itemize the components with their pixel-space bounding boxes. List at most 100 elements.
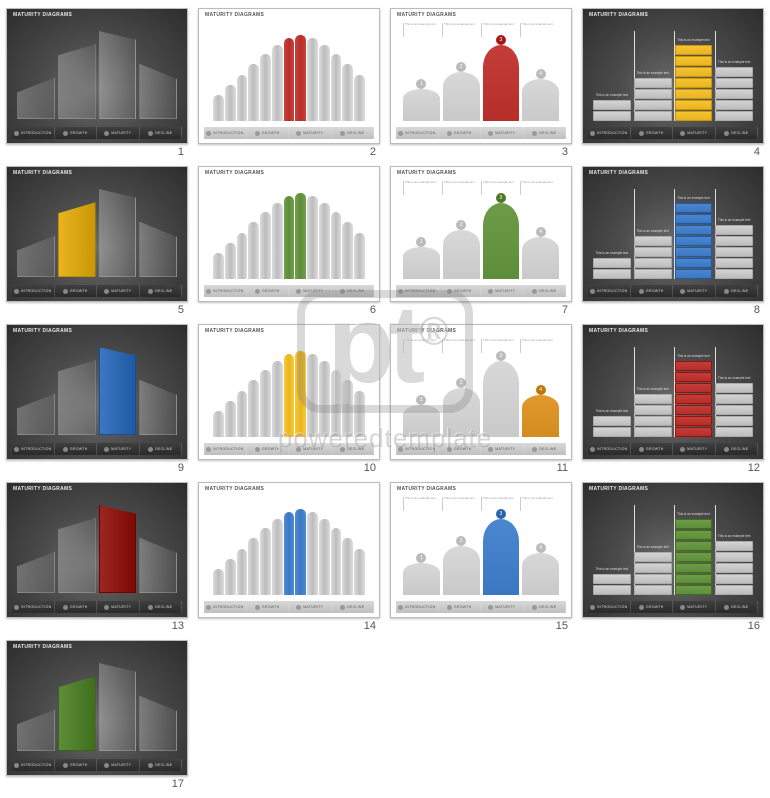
segment (634, 258, 672, 268)
stage-badge: 4 (536, 227, 546, 237)
column: This is an example text (593, 416, 631, 437)
step-dot-icon (104, 763, 109, 768)
column: This is an example text (634, 78, 672, 121)
hump: 3 (483, 519, 520, 595)
step-label: GROWTH (646, 447, 664, 451)
columns-area: This is an example text This is an exampl… (593, 347, 753, 437)
slide-thumbnail[interactable]: MATURITY DIAGRAMS This is an example tex… (582, 8, 764, 144)
segment (675, 258, 713, 268)
stage-bar: INTRODUCTIONGROWTHMATURITYDECLINE (12, 759, 182, 771)
panel: This is an example text (99, 31, 137, 119)
segment (675, 383, 713, 393)
step-label: MATURITY (687, 131, 707, 135)
callout-row: This is an example textThis is an exampl… (403, 339, 559, 353)
slide-thumbnail[interactable]: MATURITY DIAGRAMS INTRODUCTIONGROWTHMATU… (198, 8, 380, 144)
stage-step: GROWTH (631, 601, 674, 613)
slide-thumbnail[interactable]: MATURITY DIAGRAMS This is an example tex… (6, 640, 188, 776)
callout-text: This is an example text (442, 339, 481, 353)
slide-thumbnail[interactable]: MATURITY DIAGRAMS This is an example tex… (582, 482, 764, 618)
slide-thumbnail[interactable]: MATURITY DIAGRAMS INTRODUCTIONGROWTHMATU… (198, 166, 380, 302)
step-label: MATURITY (111, 605, 131, 609)
callout-text: This is an example text (403, 23, 442, 37)
panel-label: This is an example text (59, 33, 95, 37)
column: This is an example text (634, 236, 672, 279)
step-label: GROWTH (646, 131, 664, 135)
stage-step: DECLINE (332, 285, 375, 297)
step-dot-icon (148, 605, 153, 610)
segment (715, 585, 753, 595)
step-dot-icon (63, 605, 68, 610)
step-label: DECLINE (539, 131, 556, 135)
hump: 1 (403, 89, 440, 121)
step-label: GROWTH (646, 605, 664, 609)
step-dot-icon (63, 289, 68, 294)
stage-step: INTRODUCTION (588, 443, 631, 455)
slide-number: 8 (754, 304, 764, 316)
callout-row: This is an example textThis is an exampl… (403, 181, 559, 195)
step-label: INTRODUCTION (597, 289, 627, 293)
step-label: MATURITY (303, 605, 323, 609)
step-dot-icon (590, 289, 595, 294)
column: This is an example text (675, 361, 713, 437)
panel-label: This is an example text (100, 336, 136, 340)
stage-badge: 4 (536, 69, 546, 79)
segment (675, 45, 713, 55)
segment (675, 111, 713, 121)
step-label: MATURITY (303, 447, 323, 451)
panel: This is an example text (99, 663, 137, 751)
slide-thumbnail[interactable]: MATURITY DIAGRAMS This is an example tex… (6, 8, 188, 144)
slide-thumbnail[interactable]: MATURITY DIAGRAMS This is an example tex… (6, 324, 188, 460)
slide-thumbnail[interactable]: MATURITY DIAGRAMS This is an example tex… (6, 482, 188, 618)
segment (634, 111, 672, 121)
segment (715, 383, 753, 393)
step-label: GROWTH (262, 131, 280, 135)
stage-step: DECLINE (716, 601, 759, 613)
pillar (331, 212, 342, 279)
segment (715, 89, 753, 99)
callout-text: This is an example text (520, 497, 559, 511)
step-label: GROWTH (454, 447, 472, 451)
slide-number: 13 (172, 620, 188, 632)
slide-thumbnail[interactable]: MATURITY DIAGRAMS This is an example tex… (390, 482, 572, 618)
slide-title: MATURITY DIAGRAMS (13, 644, 72, 650)
step-label: DECLINE (539, 447, 556, 451)
slide-number: 10 (364, 462, 380, 474)
slide-thumbnail[interactable]: MATURITY DIAGRAMS INTRODUCTIONGROWTHMATU… (198, 482, 380, 618)
slide-thumbnail[interactable]: MATURITY DIAGRAMS This is an example tex… (390, 8, 572, 144)
slide-thumbnail[interactable]: MATURITY DIAGRAMS This is an example tex… (390, 324, 572, 460)
stage-bar: INTRODUCTIONGROWTHMATURITYDECLINE (204, 443, 374, 455)
slide-thumbnail[interactable]: MATURITY DIAGRAMS This is an example tex… (6, 166, 188, 302)
callout-text: This is an example text (403, 497, 442, 511)
slide-title: MATURITY DIAGRAMS (205, 170, 264, 176)
stage-step: INTRODUCTION (204, 601, 247, 613)
pillar (319, 203, 330, 279)
segment (634, 78, 672, 88)
pillar (248, 64, 259, 121)
segment (715, 427, 753, 437)
hump: 4 (522, 395, 559, 437)
step-dot-icon (206, 447, 211, 452)
panel: This is an example text (99, 505, 137, 593)
slide-title: MATURITY DIAGRAMS (397, 12, 456, 18)
columns-area: This is an example textThis is an exampl… (593, 189, 753, 279)
segment (715, 416, 753, 426)
step-dot-icon (296, 605, 301, 610)
step-dot-icon (296, 131, 301, 136)
panel: This is an example text (17, 71, 55, 119)
panels-area: This is an example text This is an examp… (17, 31, 177, 119)
panel-label: This is an example text (100, 20, 136, 24)
slide-thumbnail[interactable]: MATURITY DIAGRAMS This is an example tex… (390, 166, 572, 302)
step-label: MATURITY (687, 289, 707, 293)
stage-bar: INTRODUCTIONGROWTHMATURITYDECLINE (588, 443, 758, 455)
segment (715, 236, 753, 246)
step-dot-icon (296, 447, 301, 452)
stage-badge: 3 (496, 35, 506, 45)
pillar (272, 203, 283, 279)
slide-thumbnail[interactable]: MATURITY DIAGRAMS This is an example tex… (582, 166, 764, 302)
slide-thumbnail[interactable]: MATURITY DIAGRAMS INTRODUCTIONGROWTHMATU… (198, 324, 380, 460)
slide-thumbnail[interactable]: MATURITY DIAGRAMS This is an example tex… (582, 324, 764, 460)
column-label: This is an example text (593, 252, 631, 256)
panel-label: This is an example text (100, 178, 136, 182)
segment (715, 574, 753, 584)
stage-bar: INTRODUCTIONGROWTHMATURITYDECLINE (204, 127, 374, 139)
